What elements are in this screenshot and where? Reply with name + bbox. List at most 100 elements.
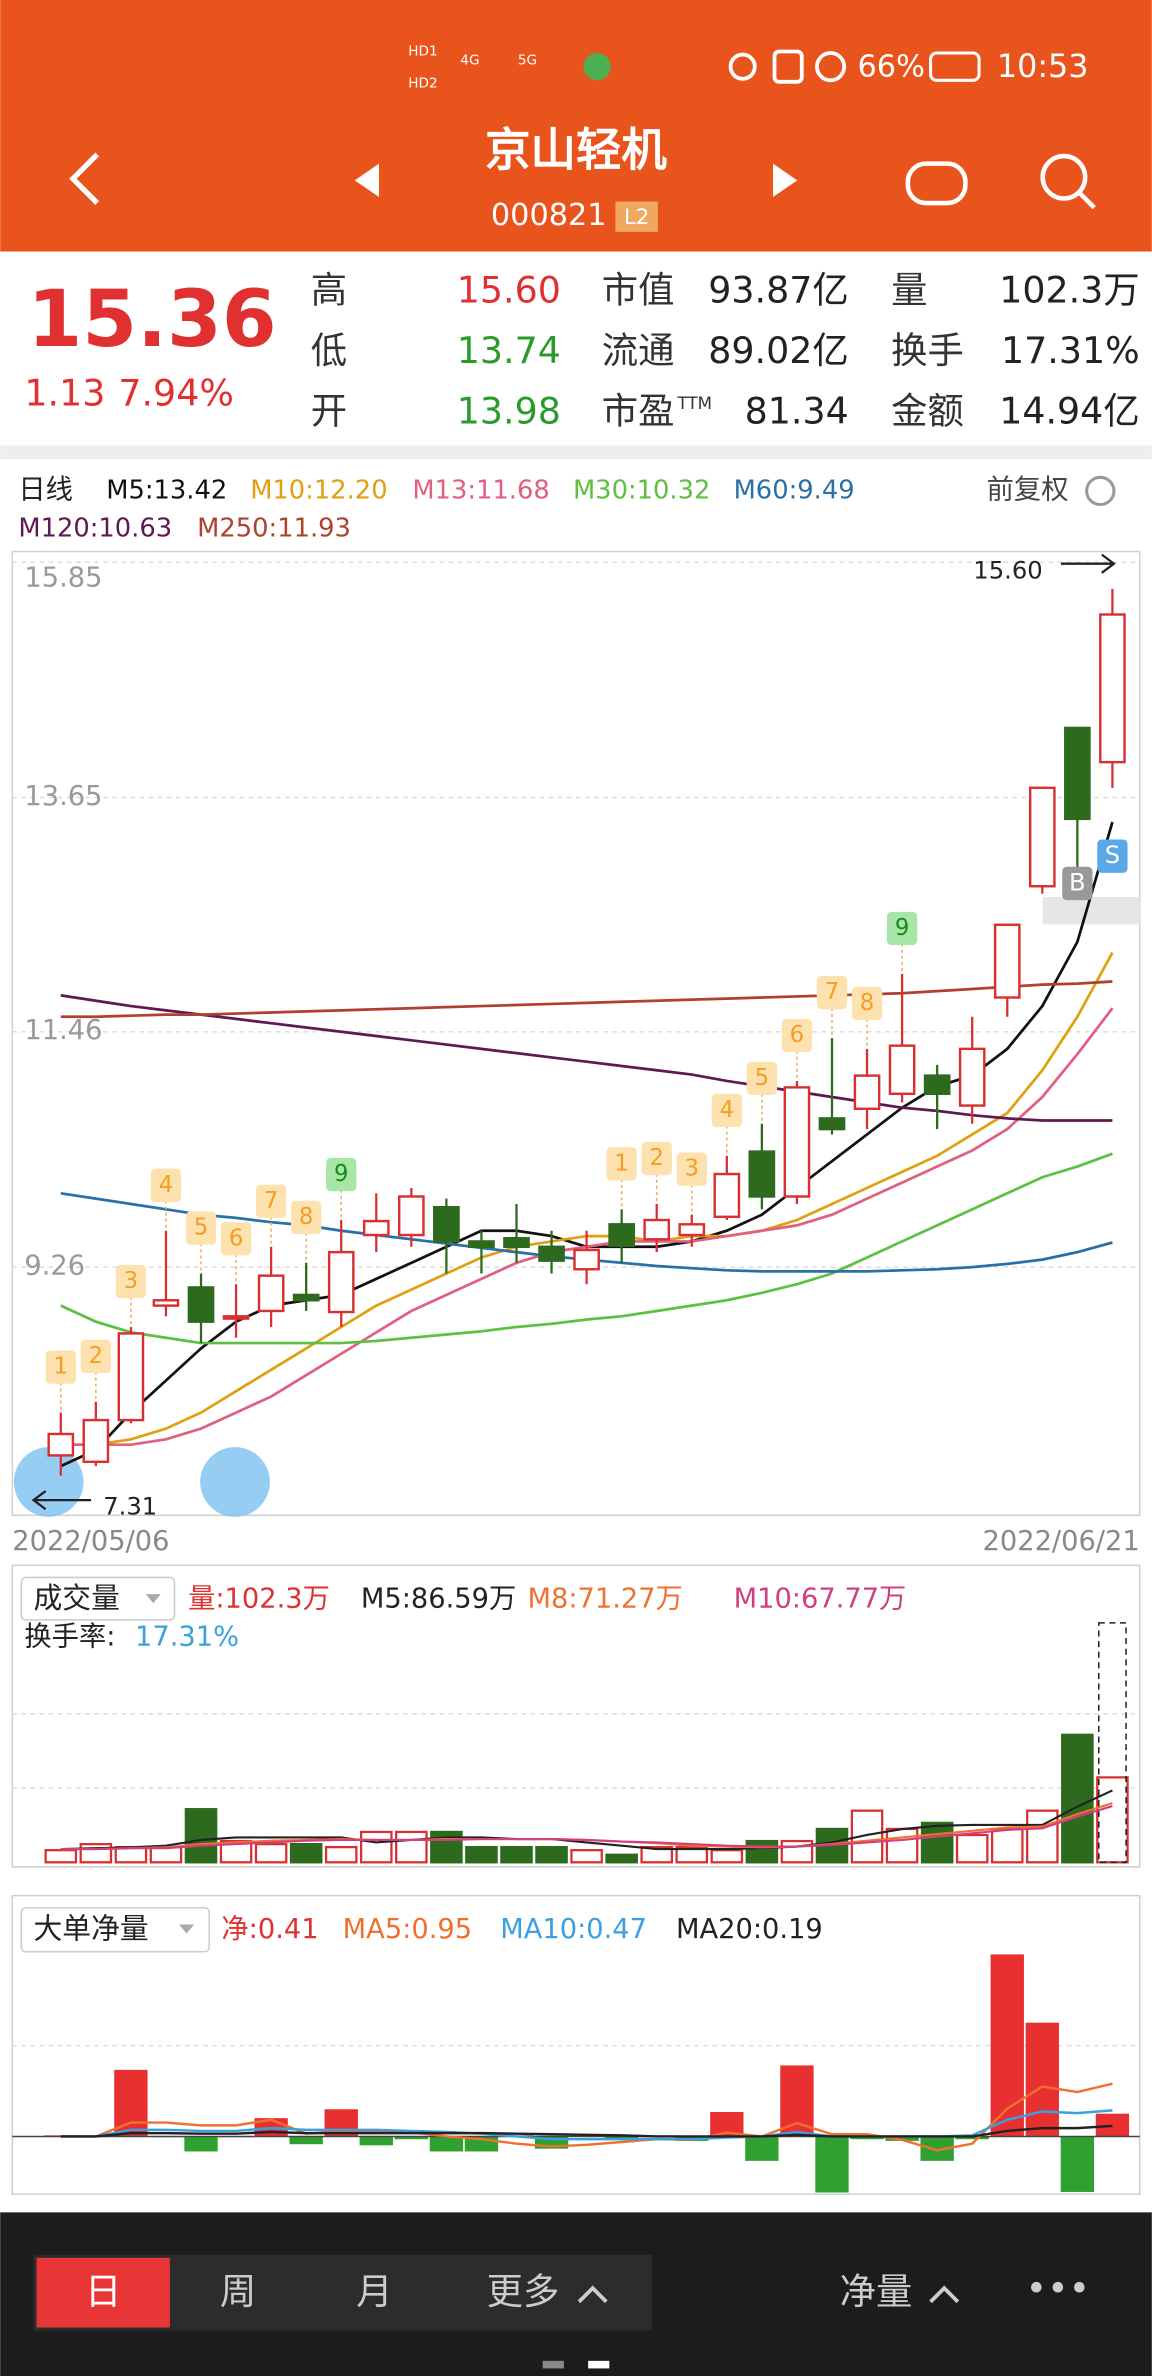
tag-bg <box>886 911 918 946</box>
battery: 66% <box>858 50 925 85</box>
field-value: 102.3万 <box>999 268 1139 311</box>
tag: 7 <box>264 1188 278 1214</box>
tag: 3 <box>124 1268 138 1294</box>
ma-legend: M250:11.93 <box>197 513 351 543</box>
adjust-button[interactable]: 前复权 <box>987 474 1069 505</box>
tab-active-bg <box>36 2257 170 2328</box>
expand-button[interactable] <box>200 1447 270 1517</box>
volume-bar <box>184 1808 218 1864</box>
tag: 6 <box>229 1225 243 1251</box>
candle-body <box>783 1086 811 1198</box>
volume-bar <box>219 1839 253 1864</box>
back-button[interactable] <box>69 152 100 205</box>
candle-body <box>468 1240 495 1248</box>
nav-indicator <box>542 2360 564 2369</box>
net-bar <box>1095 2113 1130 2137</box>
tag: 1 <box>54 1354 68 1380</box>
tag-bg <box>851 986 883 1021</box>
candle-body <box>257 1274 285 1313</box>
ma-legend: M10:12.20 <box>250 475 387 505</box>
tag: 4 <box>720 1097 734 1123</box>
caret <box>145 1594 161 1604</box>
field-value: 15.60 <box>457 268 561 311</box>
high-arrow <box>1060 553 1116 574</box>
candle-body <box>1064 726 1091 821</box>
tab-month[interactable]: 月 <box>356 2270 392 2313</box>
tab-more[interactable]: 更多 <box>487 2270 560 2313</box>
field-label: 市盈 <box>602 390 675 433</box>
net-label: 净:0.41 <box>221 1914 318 1945</box>
tag-bg <box>45 1350 76 1384</box>
tag-bg <box>80 1339 112 1374</box>
signal-b-bg <box>1062 866 1093 901</box>
tab-net[interactable]: 净量 <box>840 2270 913 2313</box>
field-label-sup: TTM <box>677 394 712 413</box>
ma-line <box>60 1152 1113 1345</box>
tag-bg <box>746 1061 778 1095</box>
low-label: 7.31 <box>103 1492 157 1521</box>
tag-bg <box>255 1184 287 1218</box>
field-value: 81.34 <box>745 390 849 433</box>
volume-bar <box>395 1830 428 1864</box>
end-date: 2022/06/21 <box>983 1526 1140 1557</box>
candle-body <box>608 1223 635 1247</box>
volume-bar <box>570 1849 603 1864</box>
tag: 5 <box>194 1215 208 1241</box>
tag-bg <box>711 1093 742 1128</box>
tab-day[interactable]: 日 <box>85 2270 121 2313</box>
volume-bar <box>640 1845 674 1864</box>
volume-bar <box>1061 1733 1094 1864</box>
change-pct: 7.94% <box>118 371 234 414</box>
volume-bar <box>359 1830 393 1864</box>
candle-body <box>538 1245 565 1262</box>
net-bar <box>114 2069 148 2137</box>
tag: 9 <box>334 1161 348 1187</box>
net-bar <box>359 2136 393 2146</box>
volume-forecast <box>1098 1622 1127 1864</box>
volume-ma-legend: M10:67.77万 <box>734 1584 907 1615</box>
volume-label: 量:102.3万 <box>188 1584 330 1615</box>
candle-body <box>1099 613 1126 764</box>
ma-legend: M13:11.68 <box>412 475 549 505</box>
candle-body <box>362 1219 390 1237</box>
y-tick-label: 13.65 <box>24 781 102 812</box>
status-5g: 5G <box>518 53 537 69</box>
volume-selector[interactable] <box>20 1576 176 1621</box>
tag-bg <box>150 1168 182 1202</box>
volume-bar <box>745 1839 779 1864</box>
field-value: 93.87亿 <box>708 268 848 311</box>
prev-stock[interactable] <box>354 163 380 197</box>
field-label: 量 <box>891 268 927 311</box>
tab-week[interactable]: 周 <box>220 2270 256 2313</box>
tag-bg <box>185 1211 217 1245</box>
volume-ma-legend: M8:71.27万 <box>528 1584 683 1615</box>
caret <box>178 1924 195 1934</box>
candle-body <box>643 1218 671 1241</box>
search-button[interactable] <box>1040 153 1088 201</box>
robot-button[interactable] <box>905 161 968 206</box>
volume-bar <box>149 1845 183 1864</box>
next-stock[interactable] <box>772 163 798 197</box>
price: 15.36 <box>27 273 276 365</box>
collapse-button[interactable] <box>13 1447 84 1517</box>
more-button[interactable]: ••• <box>1026 2267 1090 2310</box>
candle-body <box>678 1223 706 1237</box>
tag-bg <box>115 1264 147 1299</box>
change: 1.13 <box>24 371 105 414</box>
net-bar <box>394 2136 429 2140</box>
volume-bar <box>44 1849 78 1864</box>
nav-indicator <box>588 2360 610 2369</box>
highlight-band <box>1042 897 1140 925</box>
net-selector[interactable] <box>20 1907 211 1953</box>
tag-bg <box>220 1222 252 1256</box>
settings-icon[interactable] <box>1085 475 1116 507</box>
candle-body <box>958 1047 986 1107</box>
tag: 3 <box>685 1156 699 1182</box>
candle-body <box>47 1432 75 1457</box>
field-label: 流通 <box>602 329 675 372</box>
battery-icon <box>929 51 981 82</box>
ma-line <box>60 2082 1113 2152</box>
field-label: 低 <box>311 329 347 372</box>
tag: 8 <box>299 1204 313 1230</box>
